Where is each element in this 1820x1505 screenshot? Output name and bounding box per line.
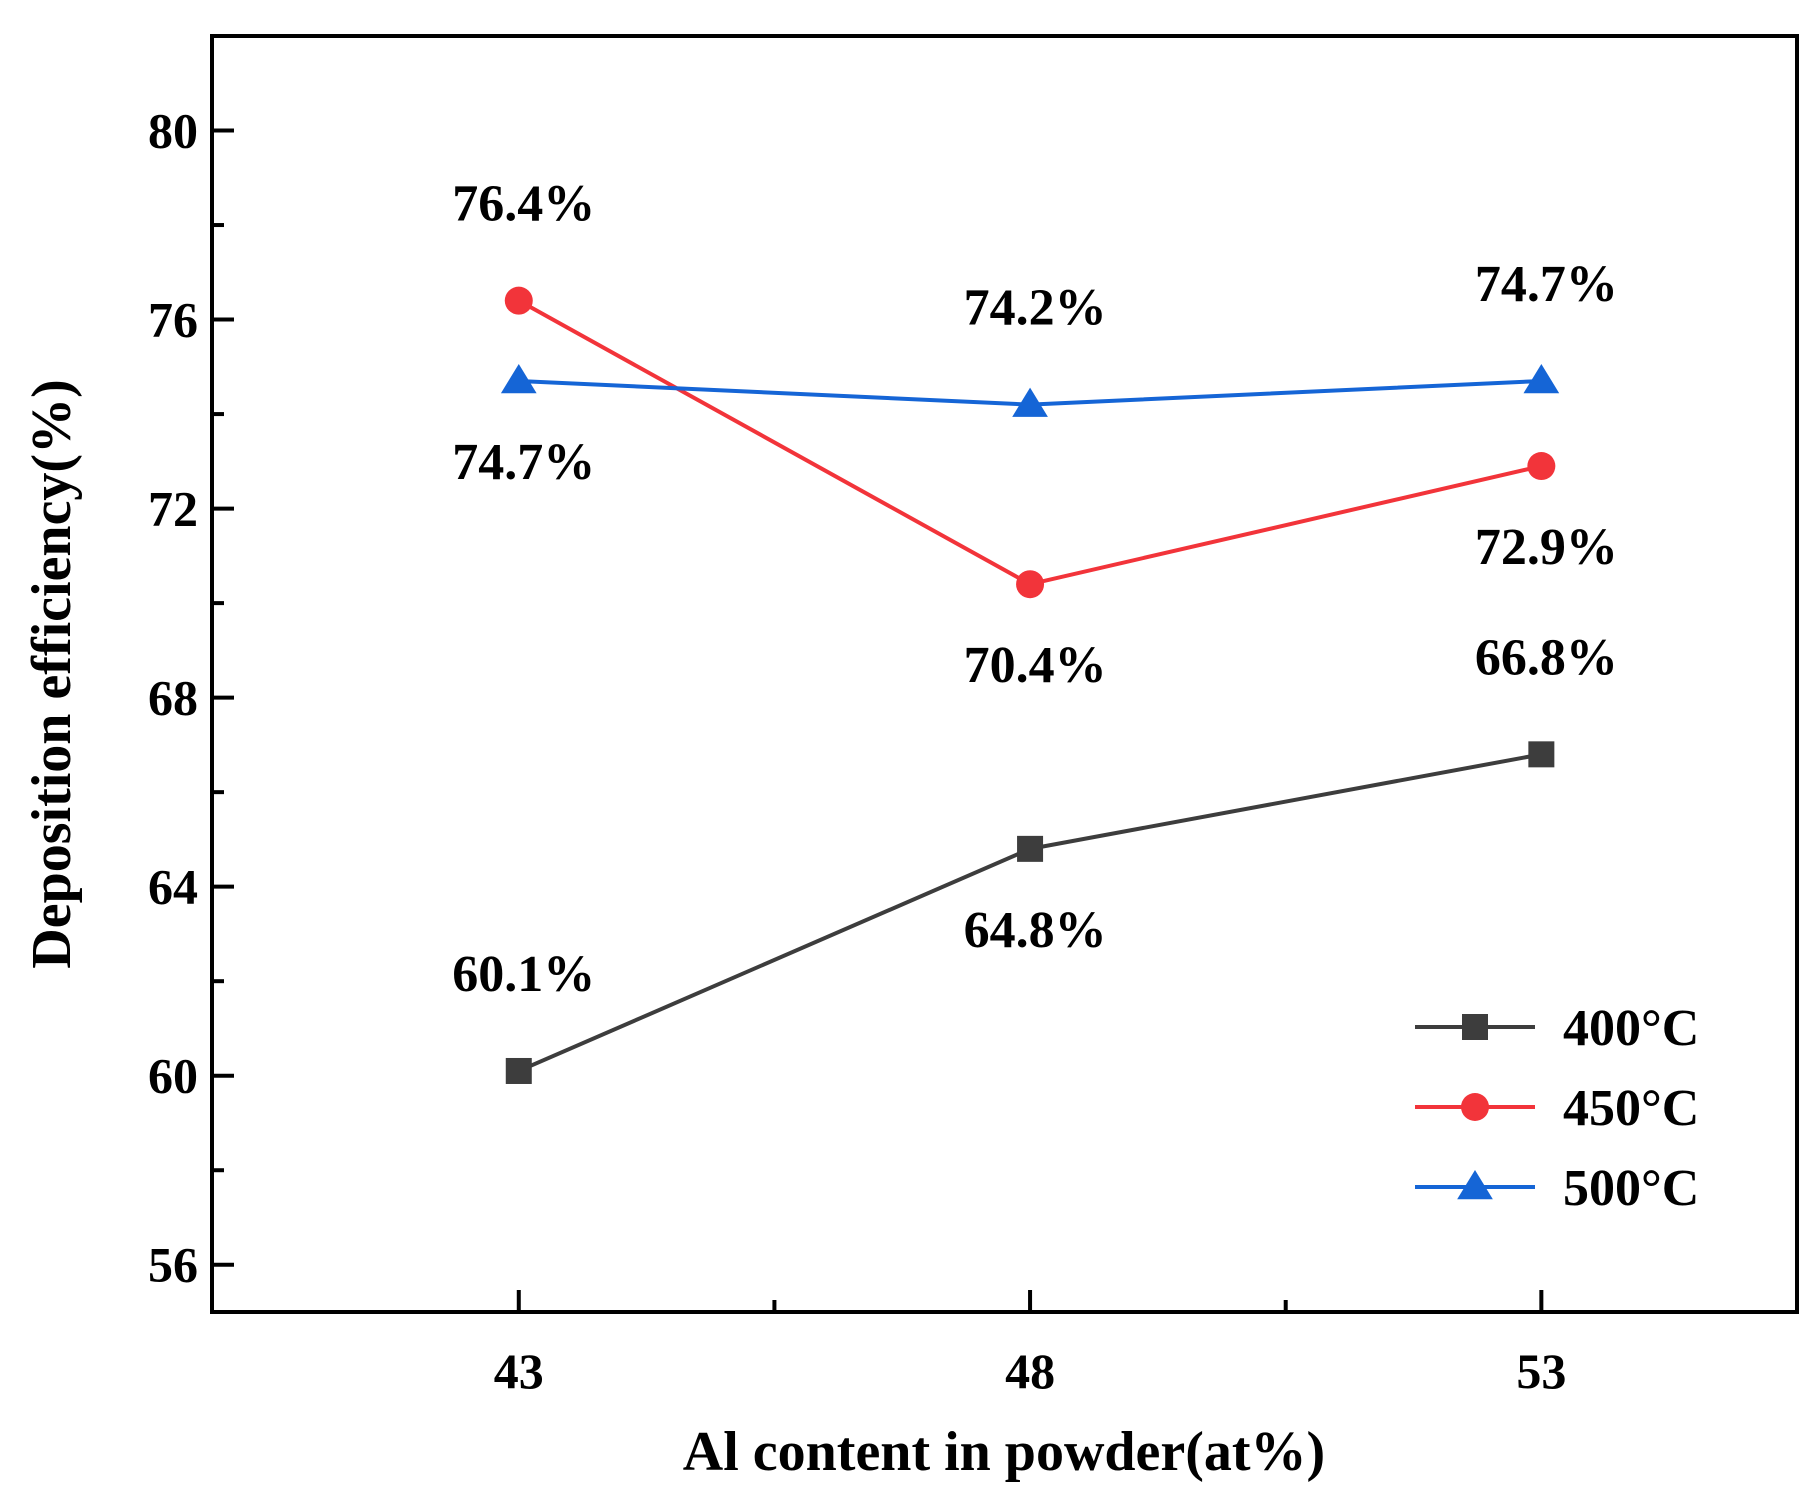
data-label-400C-43: 60.1% <box>452 946 595 1003</box>
y-tick-label: 64 <box>148 859 198 915</box>
x-axis-title: Al content in powder(at%) <box>683 1421 1325 1483</box>
y-tick-label: 68 <box>148 670 198 726</box>
data-point-400C-48 <box>1017 835 1044 862</box>
x-tick-label: 48 <box>1005 1343 1055 1399</box>
y-tick-label: 72 <box>148 481 198 537</box>
legend-marker-500C <box>1457 1170 1493 1200</box>
legend-marker-400C <box>1462 1014 1488 1040</box>
data-point-500C-48 <box>1012 387 1048 417</box>
plot-frame <box>210 34 1799 1314</box>
data-point-500C-43 <box>500 363 537 394</box>
y-tick-label: 80 <box>148 103 198 159</box>
y-axis-title: Deposition efficiency(%) <box>21 379 83 968</box>
x-tick-label: 53 <box>1516 1343 1566 1399</box>
data-label-400C-48: 64.8% <box>964 902 1107 959</box>
data-point-450C-53 <box>1527 452 1556 481</box>
y-tick-label: 56 <box>148 1237 198 1293</box>
data-point-500C-53 <box>1523 363 1560 394</box>
series-line-450C <box>517 298 1542 587</box>
series-layer <box>500 286 1560 1084</box>
data-label-450C-48: 70.4% <box>964 637 1107 694</box>
data-point-400C-53 <box>1528 741 1555 768</box>
legend-label-450C: 450°C <box>1563 1080 1699 1137</box>
legend-label-400C: 400°C <box>1563 1000 1699 1057</box>
data-point-450C-48 <box>1016 570 1045 599</box>
data-label-500C-43: 74.7% <box>452 434 595 491</box>
legend: 400°C 450°C 500°C <box>1415 1000 1699 1217</box>
x-tick-label: 43 <box>494 1343 544 1399</box>
legend-label-500C: 500°C <box>1563 1160 1699 1217</box>
data-label-450C-53: 72.9% <box>1475 519 1618 576</box>
data-label-450C-43: 76.4% <box>452 176 595 233</box>
y-tick-label: 76 <box>148 292 198 348</box>
data-point-450C-43 <box>504 286 533 315</box>
data-point-400C-43 <box>505 1057 532 1084</box>
data-label-500C-48: 74.2% <box>964 280 1107 337</box>
data-label-400C-53: 66.8% <box>1475 629 1618 686</box>
x-axis: 43 48 53 <box>494 1290 1566 1399</box>
y-axis: 56 60 64 68 72 76 80 <box>148 103 234 1293</box>
legend-marker-450C <box>1461 1093 1489 1121</box>
data-label-500C-53: 74.7% <box>1475 256 1618 313</box>
data-labels: 60.1% 64.8% 66.8% 76.4% 70.4% 72.9% 74.7% 74.2%… <box>452 176 1618 1003</box>
y-tick-label: 60 <box>148 1048 198 1104</box>
